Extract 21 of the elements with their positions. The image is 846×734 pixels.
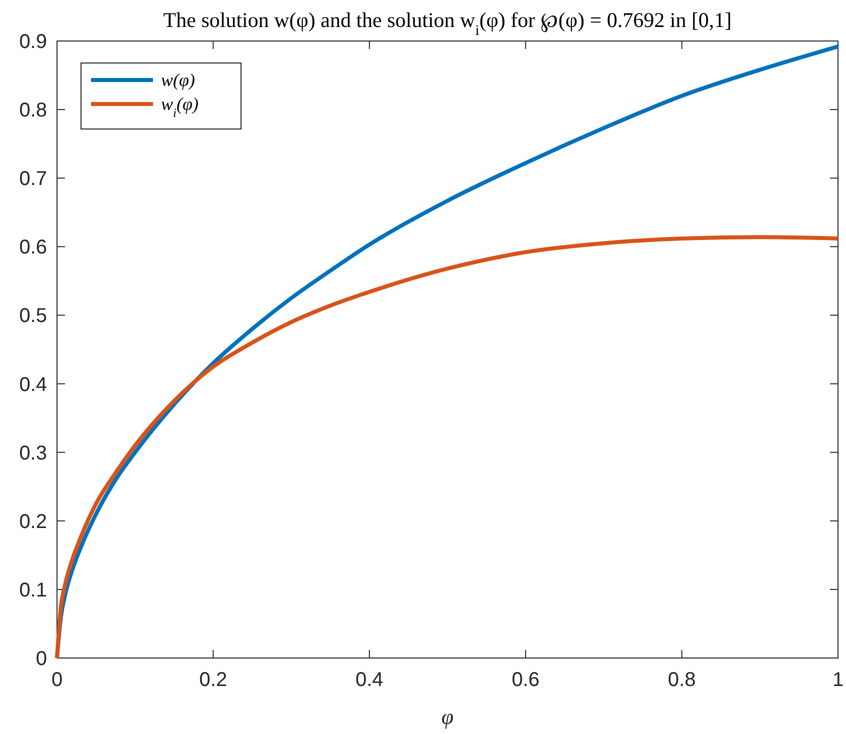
line-series bbox=[55, 235, 840, 660]
legend-label: w(φ) bbox=[161, 70, 195, 90]
y-tick-label: 0.9 bbox=[19, 31, 47, 53]
y-tick-label: 0.8 bbox=[19, 100, 47, 122]
y-tick-label: 0.7 bbox=[19, 168, 47, 190]
x-tick-label: 1 bbox=[832, 669, 844, 691]
x-tick-label: 0.6 bbox=[512, 669, 540, 691]
y-tick-label: 0.2 bbox=[19, 510, 47, 533]
y-tick-label: 0.5 bbox=[19, 305, 47, 328]
y-tick-label: 0.4 bbox=[19, 374, 47, 396]
y-tick-label: 0.6 bbox=[19, 236, 47, 259]
legend-label: w$_{i}$(φ) bbox=[161, 94, 198, 120]
x-tick-label: 0.2 bbox=[199, 669, 228, 691]
x-tick-label: 0.4 bbox=[355, 669, 384, 691]
y-tick-label: 0.1 bbox=[19, 579, 47, 602]
x-tick-label: 0.8 bbox=[668, 669, 696, 691]
x-tick-label: 0 bbox=[51, 669, 63, 691]
chart-title: The solution w(φ) and the solution w$_{i}$(φ) for ℘(φ) = 0.7692 in [0,1] bbox=[163, 8, 732, 39]
x-axis-title: φ bbox=[441, 704, 454, 729]
y-tick-label: 0.3 bbox=[19, 442, 47, 464]
y-tick-label: 0 bbox=[36, 648, 47, 670]
